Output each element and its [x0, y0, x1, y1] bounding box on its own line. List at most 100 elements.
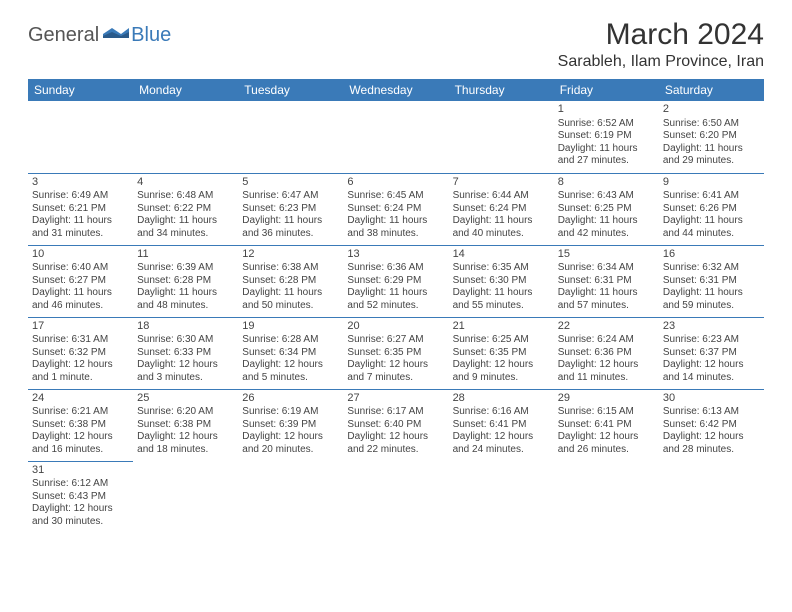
day-number: 14	[453, 248, 550, 262]
day-info-line: and 38 minutes.	[347, 228, 444, 241]
calendar-cell: 6Sunrise: 6:45 AMSunset: 6:24 PMDaylight…	[343, 173, 448, 245]
calendar-cell: 12Sunrise: 6:38 AMSunset: 6:28 PMDayligh…	[238, 245, 343, 317]
day-info-line: Sunset: 6:24 PM	[347, 203, 444, 216]
calendar-cell	[238, 461, 343, 533]
day-info-line: Daylight: 12 hours	[558, 431, 655, 444]
day-info-line: Sunrise: 6:50 AM	[663, 118, 760, 131]
day-info-line: Sunrise: 6:32 AM	[663, 262, 760, 275]
day-info-line: and 18 minutes.	[137, 444, 234, 457]
day-info-line: Daylight: 11 hours	[558, 143, 655, 156]
day-info-line: Sunset: 6:38 PM	[32, 419, 129, 432]
day-info-line: Daylight: 12 hours	[242, 359, 339, 372]
day-number: 16	[663, 248, 760, 262]
day-number: 17	[32, 320, 129, 334]
day-info-line: Daylight: 11 hours	[242, 287, 339, 300]
day-info-line: and 46 minutes.	[32, 300, 129, 313]
day-info-line: Sunrise: 6:43 AM	[558, 190, 655, 203]
day-info-line: Sunrise: 6:49 AM	[32, 190, 129, 203]
calendar-cell: 3Sunrise: 6:49 AMSunset: 6:21 PMDaylight…	[28, 173, 133, 245]
calendar-cell	[238, 101, 343, 173]
calendar-cell: 8Sunrise: 6:43 AMSunset: 6:25 PMDaylight…	[554, 173, 659, 245]
day-info-line: Sunset: 6:22 PM	[137, 203, 234, 216]
day-info-line: Daylight: 12 hours	[453, 359, 550, 372]
calendar-cell	[28, 101, 133, 173]
calendar-cell	[133, 101, 238, 173]
calendar-cell: 5Sunrise: 6:47 AMSunset: 6:23 PMDaylight…	[238, 173, 343, 245]
day-info-line: Sunrise: 6:23 AM	[663, 334, 760, 347]
day-number: 8	[558, 176, 655, 190]
day-info-line: Sunset: 6:43 PM	[32, 491, 129, 504]
day-info-line: Sunset: 6:41 PM	[453, 419, 550, 432]
calendar-cell	[343, 101, 448, 173]
calendar-table: SundayMondayTuesdayWednesdayThursdayFrid…	[28, 79, 764, 533]
calendar-cell	[343, 461, 448, 533]
calendar-row: 31Sunrise: 6:12 AMSunset: 6:43 PMDayligh…	[28, 461, 764, 533]
weekday-header: Sunday	[28, 79, 133, 101]
calendar-body: 1Sunrise: 6:52 AMSunset: 6:19 PMDaylight…	[28, 101, 764, 533]
day-info-line: Sunrise: 6:24 AM	[558, 334, 655, 347]
day-info-line: Sunrise: 6:31 AM	[32, 334, 129, 347]
day-info-line: Sunrise: 6:39 AM	[137, 262, 234, 275]
day-info-line: Sunset: 6:25 PM	[558, 203, 655, 216]
calendar-cell: 9Sunrise: 6:41 AMSunset: 6:26 PMDaylight…	[659, 173, 764, 245]
calendar-cell: 13Sunrise: 6:36 AMSunset: 6:29 PMDayligh…	[343, 245, 448, 317]
calendar-row: 3Sunrise: 6:49 AMSunset: 6:21 PMDaylight…	[28, 173, 764, 245]
logo: General Blue	[28, 18, 171, 47]
day-info-line: Sunset: 6:28 PM	[242, 275, 339, 288]
calendar-cell: 14Sunrise: 6:35 AMSunset: 6:30 PMDayligh…	[449, 245, 554, 317]
day-info-line: Sunrise: 6:41 AM	[663, 190, 760, 203]
day-info-line: and 14 minutes.	[663, 372, 760, 385]
calendar-cell: 30Sunrise: 6:13 AMSunset: 6:42 PMDayligh…	[659, 389, 764, 461]
day-number: 28	[453, 392, 550, 406]
calendar-cell	[659, 461, 764, 533]
day-info-line: Daylight: 12 hours	[137, 359, 234, 372]
day-info-line: and 28 minutes.	[663, 444, 760, 457]
day-info-line: Sunset: 6:36 PM	[558, 347, 655, 360]
calendar-cell: 2Sunrise: 6:50 AMSunset: 6:20 PMDaylight…	[659, 101, 764, 173]
day-info-line: Sunrise: 6:36 AM	[347, 262, 444, 275]
calendar-cell: 20Sunrise: 6:27 AMSunset: 6:35 PMDayligh…	[343, 317, 448, 389]
weekday-header: Saturday	[659, 79, 764, 101]
day-info-line: Daylight: 12 hours	[347, 431, 444, 444]
day-number: 26	[242, 392, 339, 406]
calendar-cell: 19Sunrise: 6:28 AMSunset: 6:34 PMDayligh…	[238, 317, 343, 389]
calendar-row: 17Sunrise: 6:31 AMSunset: 6:32 PMDayligh…	[28, 317, 764, 389]
day-info-line: Sunrise: 6:25 AM	[453, 334, 550, 347]
calendar-cell: 18Sunrise: 6:30 AMSunset: 6:33 PMDayligh…	[133, 317, 238, 389]
day-info-line: Daylight: 11 hours	[32, 215, 129, 228]
day-number: 19	[242, 320, 339, 334]
day-info-line: and 7 minutes.	[347, 372, 444, 385]
day-info-line: Daylight: 11 hours	[663, 215, 760, 228]
day-info-line: Sunrise: 6:27 AM	[347, 334, 444, 347]
day-info-line: Daylight: 12 hours	[137, 431, 234, 444]
day-info-line: Sunset: 6:19 PM	[558, 130, 655, 143]
calendar-cell	[554, 461, 659, 533]
day-info-line: and 5 minutes.	[242, 372, 339, 385]
day-info-line: Daylight: 11 hours	[347, 215, 444, 228]
day-info-line: Sunset: 6:42 PM	[663, 419, 760, 432]
day-info-line: and 16 minutes.	[32, 444, 129, 457]
day-info-line: Daylight: 12 hours	[663, 431, 760, 444]
day-info-line: Daylight: 12 hours	[347, 359, 444, 372]
day-info-line: Sunrise: 6:40 AM	[32, 262, 129, 275]
day-info-line: Sunrise: 6:44 AM	[453, 190, 550, 203]
day-number: 4	[137, 176, 234, 190]
calendar-row: 1Sunrise: 6:52 AMSunset: 6:19 PMDaylight…	[28, 101, 764, 173]
day-info-line: Daylight: 12 hours	[242, 431, 339, 444]
day-info-line: and 44 minutes.	[663, 228, 760, 241]
day-info-line: Sunrise: 6:12 AM	[32, 478, 129, 491]
day-info-line: Daylight: 11 hours	[137, 215, 234, 228]
calendar-cell: 23Sunrise: 6:23 AMSunset: 6:37 PMDayligh…	[659, 317, 764, 389]
day-info-line: and 34 minutes.	[137, 228, 234, 241]
day-info-line: Sunset: 6:27 PM	[32, 275, 129, 288]
location: Sarableh, Ilam Province, Iran	[558, 53, 764, 71]
calendar-cell: 29Sunrise: 6:15 AMSunset: 6:41 PMDayligh…	[554, 389, 659, 461]
day-number: 13	[347, 248, 444, 262]
day-number: 12	[242, 248, 339, 262]
day-info-line: Sunset: 6:31 PM	[558, 275, 655, 288]
day-number: 21	[453, 320, 550, 334]
day-info-line: and 52 minutes.	[347, 300, 444, 313]
day-info-line: and 27 minutes.	[558, 155, 655, 168]
calendar-header: SundayMondayTuesdayWednesdayThursdayFrid…	[28, 79, 764, 101]
day-info-line: Sunset: 6:28 PM	[137, 275, 234, 288]
